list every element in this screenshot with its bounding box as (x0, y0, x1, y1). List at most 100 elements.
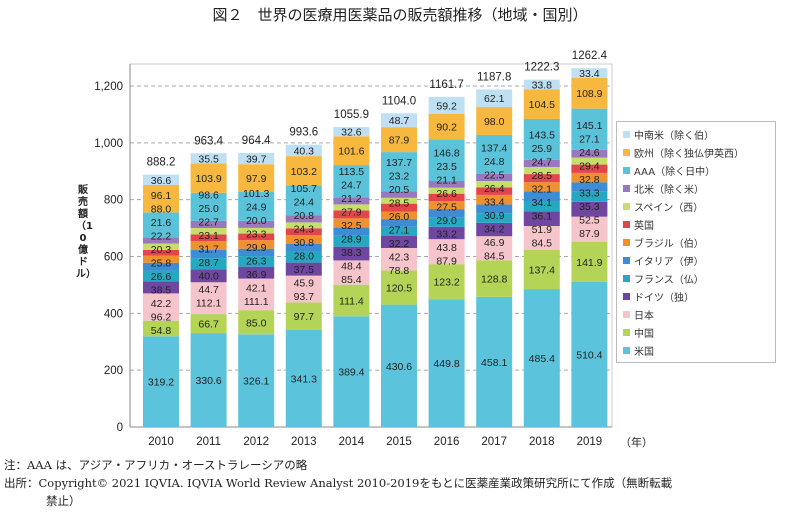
bar-segment (238, 256, 275, 267)
bar-segment (523, 159, 560, 168)
bar-segment (571, 77, 608, 109)
data-label: 20.5 (389, 184, 410, 196)
data-label: 128.8 (481, 274, 507, 286)
bar-segment (190, 241, 227, 251)
bar-segment (381, 270, 417, 305)
bar-segment (381, 235, 417, 249)
bar-segment (285, 251, 322, 263)
total-label: 1187.8 (477, 71, 511, 83)
bar-segment (190, 269, 227, 283)
bar-segment (190, 220, 227, 228)
data-label: 32.8 (579, 174, 600, 186)
bar-segment (571, 216, 608, 242)
bar-segment (523, 182, 560, 192)
data-label: 26.6 (436, 188, 457, 200)
bar-segment (238, 248, 275, 257)
bar-segment (523, 289, 560, 427)
data-label: 27.5 (436, 201, 457, 213)
bar-segment (476, 194, 513, 205)
data-label: 24.4 (294, 197, 315, 209)
data-label: 145.1 (576, 120, 602, 132)
bar-segment (143, 336, 179, 427)
bar-segment (285, 262, 322, 276)
x-tick-label: 2018 (529, 436, 555, 448)
total-label: 964.4 (242, 135, 271, 147)
bar-segment (190, 282, 227, 315)
data-label: 84.5 (532, 238, 553, 250)
x-tick-label: 2017 (481, 436, 507, 448)
bar-segment (428, 139, 465, 182)
x-tick-label: 2014 (339, 436, 365, 448)
bar-segment (190, 192, 227, 221)
bar-segment (285, 185, 322, 216)
data-label: 28.5 (532, 170, 553, 182)
data-label: 22.2 (151, 231, 172, 243)
data-label: 33.8 (532, 79, 553, 91)
legend-label: AAA（除く日中） (634, 166, 716, 178)
data-label: 103.9 (195, 173, 221, 185)
data-label: 66.7 (198, 319, 219, 331)
legend-swatch (623, 238, 630, 246)
legend-label: 北米（除く米） (634, 184, 704, 196)
data-label: 97.7 (294, 311, 315, 323)
data-label: 87.9 (436, 255, 457, 267)
bar-segment (143, 185, 179, 213)
data-label: 24.7 (341, 180, 362, 192)
bar-segment (381, 203, 417, 212)
data-label: 137.4 (481, 142, 507, 154)
bar-segment (190, 234, 227, 242)
bar-segment (428, 299, 465, 427)
bar-segment (571, 164, 608, 173)
bar-segment (143, 249, 179, 256)
bar-segment (428, 96, 465, 114)
bar-segment (285, 222, 322, 229)
bar-segment (381, 219, 417, 227)
data-label: 21.2 (341, 193, 362, 205)
legend-swatch (623, 346, 630, 354)
data-label: 90.2 (436, 121, 457, 133)
total-label: 1222.3 (524, 62, 559, 74)
data-label: 20.8 (294, 210, 315, 222)
x-tick-label: 2011 (196, 436, 221, 448)
bar-segment (571, 191, 608, 202)
data-label: 25.0 (198, 203, 219, 215)
data-label: 28.7 (198, 257, 219, 269)
bar-segment (428, 264, 465, 300)
bar-segment (238, 310, 275, 335)
data-label: 36.6 (151, 175, 172, 187)
bar-segment (476, 213, 513, 223)
data-label: 24.6 (579, 147, 600, 159)
data-label: 27.1 (579, 134, 600, 146)
legend-item: 中国 (623, 323, 771, 341)
data-label: 46.9 (484, 237, 505, 249)
x-tick-label: 2016 (434, 436, 460, 448)
bar-segment (381, 152, 417, 192)
total-label: 963.4 (194, 135, 223, 147)
data-label: 22.7 (198, 217, 219, 229)
legend-swatch (623, 166, 630, 174)
data-label: 20.3 (151, 244, 172, 256)
data-label: 96.2 (151, 312, 172, 324)
bar-segment (523, 191, 560, 202)
bar-segment (571, 108, 608, 150)
legend-item: フランス（仏） (623, 269, 771, 287)
data-label: 23.2 (389, 171, 410, 183)
legend-swatch (623, 256, 630, 264)
legend-item: AAA（除く日中） (623, 161, 771, 179)
legend-label: 欧州（除く独仏伊英西） (634, 148, 744, 160)
data-label: 32.2 (389, 238, 410, 250)
bar-segment (476, 107, 513, 135)
bar-segment (381, 113, 417, 128)
bar-segment (523, 250, 560, 290)
legend-item: スペイン（西） (623, 197, 771, 215)
data-label: 39.7 (246, 154, 267, 166)
bar-segment (476, 187, 513, 195)
bar-segment (523, 79, 560, 90)
bar-segment (381, 304, 417, 427)
data-label: 430.6 (386, 361, 412, 373)
data-label: 108.9 (576, 88, 602, 100)
data-label: 143.5 (529, 130, 555, 142)
data-label: 21.1 (436, 174, 457, 186)
data-label: 32.1 (532, 184, 553, 196)
bar-segment (428, 113, 465, 140)
